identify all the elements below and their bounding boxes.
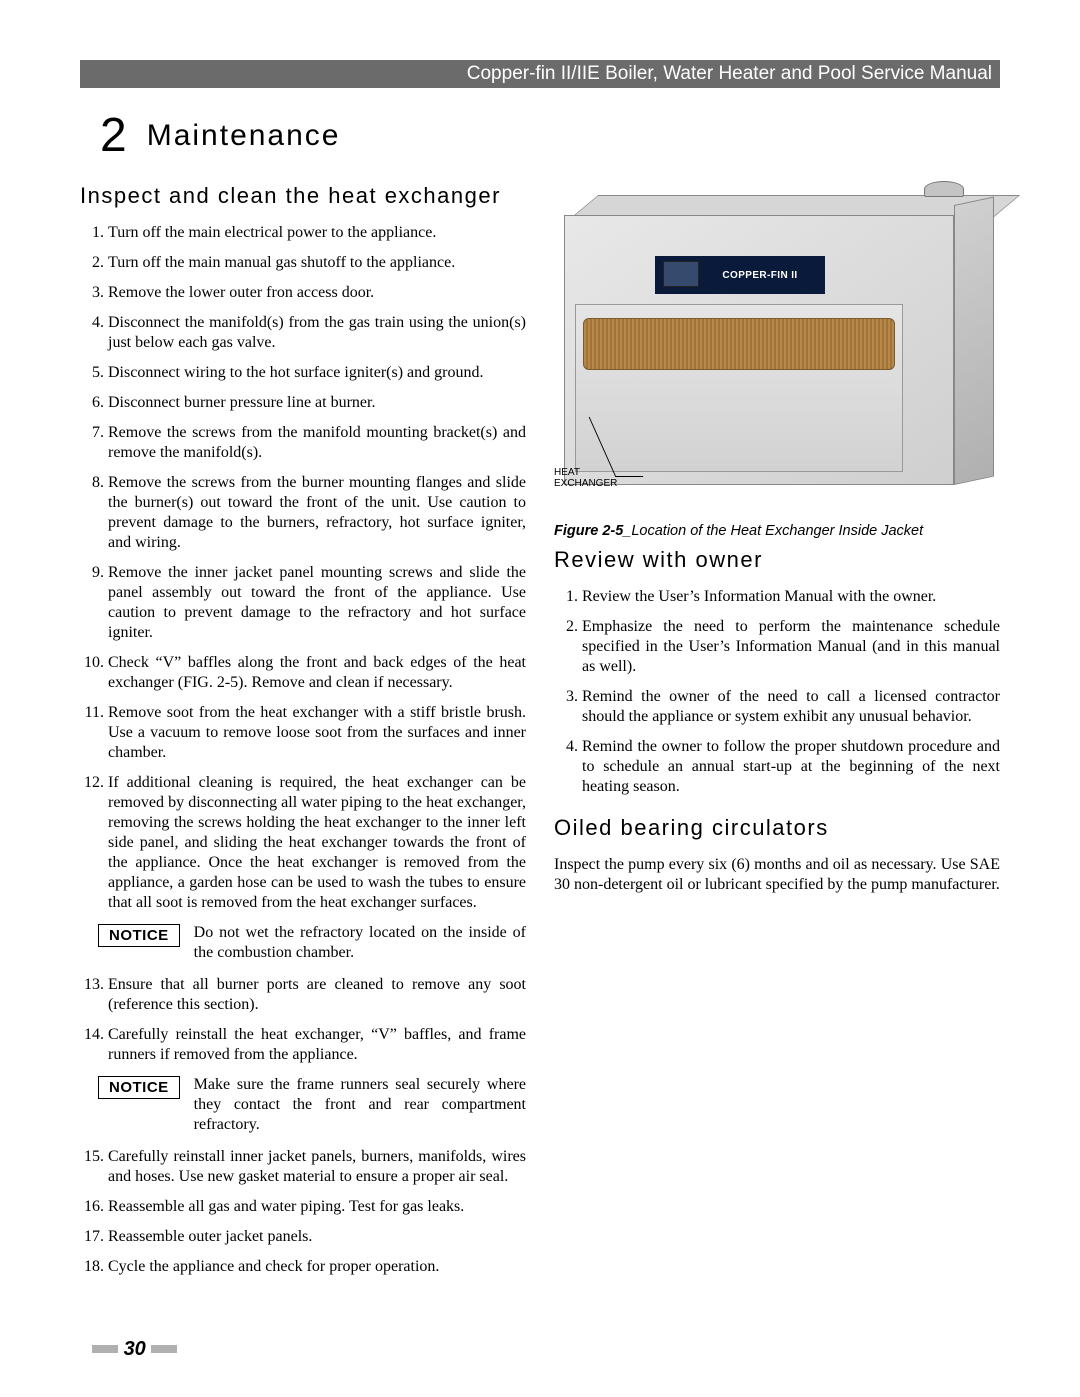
chapter-name: Maintenance: [147, 119, 341, 152]
section-inspect-heading: Inspect and clean the heat exchanger: [80, 183, 526, 209]
step-item: Reassemble outer jacket panels.: [108, 1227, 526, 1247]
figure-caption: Figure 2-5_Location of the Heat Exchange…: [554, 523, 1000, 539]
header-product: Copper-fin II/IIE: [467, 63, 600, 84]
label-line2: EXCHANGER: [554, 478, 617, 489]
oiled-paragraph: Inspect the pump every six (6) months an…: [554, 855, 1000, 895]
notice-badge: NOTICE: [98, 1076, 180, 1099]
inspect-steps-part3: Carefully reinstall inner jacket panels,…: [80, 1147, 526, 1277]
section-review-heading: Review with owner: [554, 547, 1000, 573]
left-column: Inspect and clean the heat exchanger Tur…: [80, 175, 526, 1287]
step-item: Disconnect wiring to the hot surface ign…: [108, 363, 526, 383]
step-item: Emphasize the need to perform the mainte…: [582, 617, 1000, 677]
step-item: Reassemble all gas and water piping. Tes…: [108, 1197, 526, 1217]
page-number: 30: [92, 1338, 177, 1361]
step-item: Disconnect burner pressure line at burne…: [108, 393, 526, 413]
header-mid: Boiler, Water Heater and Pool: [600, 63, 861, 84]
brand-text: COPPER-FIN II: [722, 270, 797, 281]
notice-2: NOTICE Make sure the frame runners seal …: [98, 1075, 526, 1135]
notice-1: NOTICE Do not wet the refractory located…: [98, 923, 526, 963]
step-item: Remove the screws from the burner mounti…: [108, 473, 526, 553]
step-item: Remind the owner to follow the proper sh…: [582, 737, 1000, 797]
figure-caption-rest: _Location of the Heat Exchanger Inside J…: [623, 523, 923, 539]
appliance-side: [954, 196, 994, 485]
header-tail: Service Manual: [861, 63, 992, 84]
page-num-bar-right: [151, 1345, 177, 1353]
appliance-control: [663, 261, 699, 287]
step-item: Remove the screws from the manifold moun…: [108, 423, 526, 463]
step-item: Turn off the main manual gas shutoff to …: [108, 253, 526, 273]
step-item: Remove the inner jacket panel mounting s…: [108, 563, 526, 643]
figure-2-5: COPPER-FIN II HEAT EXCHANGER: [554, 175, 1000, 515]
step-item: Carefully reinstall inner jacket panels,…: [108, 1147, 526, 1187]
step-item: Turn off the main electrical power to th…: [108, 223, 526, 243]
step-item: Ensure that all burner ports are cleaned…: [108, 975, 526, 1015]
page-num-bar-left: [92, 1345, 118, 1353]
appliance-top: [572, 195, 1020, 217]
step-item: Review the User’s Information Manual wit…: [582, 587, 1000, 607]
chapter-title: 2 Maintenance: [80, 108, 1000, 163]
appliance-flue: [924, 181, 964, 197]
step-item: Check “V” baffles along the front and ba…: [108, 653, 526, 693]
appliance-illustration: COPPER-FIN II HEAT EXCHANGER: [564, 185, 994, 485]
step-item: Carefully reinstall the heat exchanger, …: [108, 1025, 526, 1065]
inspect-steps-part2: Ensure that all burner ports are cleaned…: [80, 975, 526, 1065]
right-column: COPPER-FIN II HEAT EXCHANGER Figure 2-5_…: [554, 175, 1000, 1287]
inspect-steps-part1: Turn off the main electrical power to th…: [80, 223, 526, 913]
figure-caption-bold: Figure 2-5: [554, 523, 623, 539]
step-item: Cycle the appliance and check for proper…: [108, 1257, 526, 1277]
review-steps: Review the User’s Information Manual wit…: [554, 587, 1000, 797]
section-oiled-heading: Oiled bearing circulators: [554, 815, 1000, 841]
page-number-value: 30: [124, 1338, 146, 1360]
label-line1: HEAT: [554, 467, 580, 478]
step-item: Remove soot from the heat exchanger with…: [108, 703, 526, 763]
heat-exchanger-label: HEAT EXCHANGER: [554, 468, 617, 489]
step-item: If additional cleaning is required, the …: [108, 773, 526, 913]
appliance-heat-exchanger: [583, 318, 895, 370]
step-item: Disconnect the manifold(s) from the gas …: [108, 313, 526, 353]
page-header: Copper-fin II/IIE Boiler, Water Heater a…: [80, 60, 1000, 88]
notice-text: Do not wet the refractory located on the…: [194, 923, 526, 963]
chapter-number: 2: [100, 109, 127, 162]
step-item: Remove the lower outer fron access door.: [108, 283, 526, 303]
step-item: Remind the owner of the need to call a l…: [582, 687, 1000, 727]
notice-badge: NOTICE: [98, 924, 180, 947]
notice-text: Make sure the frame runners seal securel…: [194, 1075, 526, 1135]
